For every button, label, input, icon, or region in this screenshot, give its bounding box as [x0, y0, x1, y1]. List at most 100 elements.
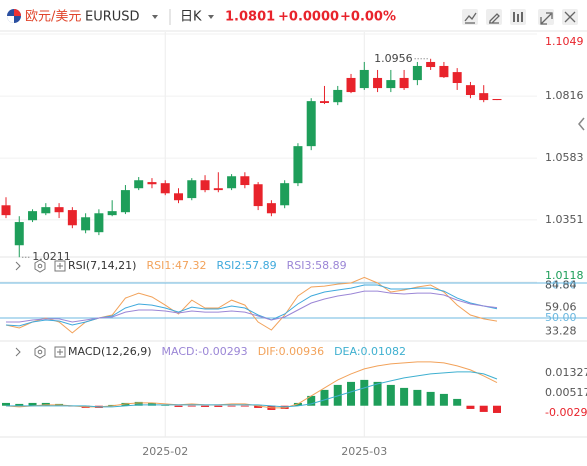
candle-body: [107, 211, 117, 216]
histogram-bar: [2, 402, 10, 406]
histogram-bar: [254, 405, 263, 408]
toggle-icon[interactable]: [54, 260, 66, 272]
price: 1.0801: [225, 10, 275, 25]
period[interactable]: 日K: [180, 10, 202, 25]
indicator-title: RSI(7,14,21): [68, 259, 136, 272]
y-tick-label: 1.0816: [545, 89, 584, 102]
candle-body: [465, 85, 475, 96]
histogram-bar: [439, 393, 448, 406]
toolbar: [462, 9, 578, 25]
histogram-bar: [453, 398, 462, 406]
candle-body: [333, 89, 343, 103]
indicator-line: [6, 371, 498, 408]
histogram-bar: [187, 405, 196, 407]
candle-body: [293, 146, 303, 184]
annotation: 1.0956: [374, 52, 413, 65]
histogram-bar: [240, 405, 249, 407]
candle-body: [319, 101, 329, 103]
y-tick-label: 59.06: [545, 300, 577, 313]
flag-icon: [7, 9, 21, 23]
settings-icon[interactable]: [34, 345, 46, 359]
candle-body: [492, 98, 502, 101]
macd-controls: [15, 345, 66, 359]
candle-body: [134, 180, 144, 189]
histogram-bar: [360, 379, 369, 406]
settings-icon-dot: [37, 349, 43, 355]
candle-body: [160, 183, 170, 194]
histogram-bar: [426, 391, 435, 406]
tool-icon[interactable]: [513, 12, 523, 22]
y-tick-label: 33.28: [545, 325, 577, 338]
histogram-bar: [386, 384, 395, 406]
legend-entry: DEA:0.01082: [334, 345, 406, 358]
histogram-bar: [174, 405, 183, 407]
tool-icon[interactable]: [564, 11, 576, 23]
candle-body: [426, 61, 436, 68]
candle-body: [54, 207, 64, 213]
x-tick-label: 2025-03: [341, 445, 387, 458]
dropdown-arrow[interactable]: [208, 15, 214, 19]
legend-entry: RSI2:57.89: [217, 259, 277, 272]
candle-body: [147, 182, 157, 185]
legend-entry: MACD:-0.00293: [162, 345, 248, 358]
histogram-bar: [201, 405, 210, 407]
histogram-bar: [108, 404, 117, 406]
candle-body: [120, 190, 130, 213]
instrument-name[interactable]: 欧元/美元: [25, 10, 81, 25]
candle-body: [81, 217, 91, 231]
y-tick-label: -0.00293: [545, 406, 587, 419]
candle-body: [187, 180, 197, 199]
candle-body: [439, 65, 449, 78]
y-tick-label: 1.0351: [545, 213, 584, 226]
histogram-bar: [400, 387, 409, 406]
toggle-icon-plus: [57, 349, 63, 355]
histogram-bar: [227, 405, 236, 407]
y-tick-label: 80.00: [545, 278, 577, 291]
histogram-bar: [479, 405, 488, 412]
legend-entry: RSI1:47.32: [146, 259, 206, 272]
y-tick-label: 1.0583: [545, 151, 584, 164]
histogram-bar: [413, 389, 422, 406]
indicator-line: [6, 290, 498, 323]
settings-icon[interactable]: [34, 259, 46, 273]
y-tick-label: 84.84: [545, 278, 577, 291]
histogram-bar: [373, 381, 382, 406]
instrument-symbol[interactable]: EURUSD: [85, 10, 140, 25]
tool-icon[interactable]: [464, 12, 477, 24]
candle-body: [266, 203, 276, 214]
candle-body: [240, 176, 250, 186]
legend-entry: DIF:0.00936: [258, 345, 324, 358]
dropdown-arrow[interactable]: [152, 15, 158, 19]
y-tick-label: 1.0118: [545, 269, 584, 282]
candle-body: [253, 184, 263, 207]
toggle-icon-plus: [57, 263, 63, 269]
candle-body: [399, 77, 409, 89]
arrow-icon[interactable]: [15, 261, 21, 271]
candle-body: [41, 207, 51, 214]
candle-body: [1, 205, 11, 216]
toggle-icon[interactable]: [54, 346, 66, 358]
candle-body: [227, 176, 237, 189]
histogram-bar: [214, 405, 223, 407]
candle-body: [280, 183, 290, 206]
histogram-bar: [15, 403, 24, 406]
annotation: 1.0211: [32, 250, 71, 263]
tool-icon[interactable]: [489, 13, 500, 24]
candle-body: [94, 213, 104, 233]
histogram-bar: [320, 389, 329, 406]
histogram-bar: [492, 405, 501, 413]
change-percent: +0.00%: [340, 10, 396, 25]
candle-body: [67, 210, 77, 226]
candle-body: [412, 65, 422, 81]
y-tick-label: 1.1049: [545, 35, 584, 48]
arrow-icon[interactable]: [15, 347, 21, 357]
indicator-line: [5, 284, 498, 327]
candle-body: [200, 180, 210, 191]
histogram-bar: [347, 381, 356, 406]
histogram-bar: [28, 402, 37, 406]
collapse-arrow[interactable]: [578, 117, 585, 131]
candle-body: [373, 77, 383, 89]
tool-icon[interactable]: [540, 12, 553, 25]
candle-body: [359, 69, 369, 89]
